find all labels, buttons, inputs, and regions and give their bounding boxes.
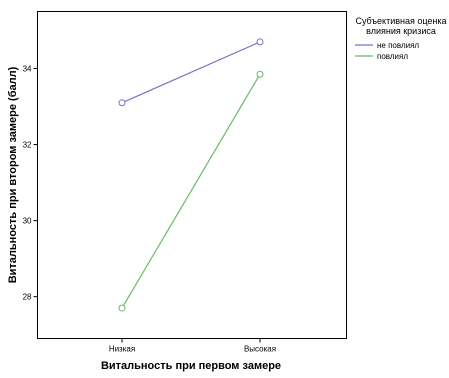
y-tick-label-34: 34 [23,65,32,74]
x-axis-label: Витальность при первом замере [101,360,281,372]
marks-layer [118,38,264,312]
series-0-point-1 [256,38,264,46]
y-tick-label-30: 30 [23,217,32,226]
y-tick-label-32: 32 [23,141,32,150]
legend-title-line-1: Субъективная оценка [355,16,446,26]
legend: Субъективная оценка влияния кризиса не п… [355,16,447,61]
legend-title-line-2: влияния кризиса [366,26,436,36]
legend-label-povliyal: повлиял [377,52,408,61]
series-0-point-0 [118,99,126,107]
ticks-layer: 28 30 32 34 Низкая Высокая [23,65,276,354]
x-tick-label-0: Низкая [109,345,135,354]
series-1-point-0 [118,304,126,312]
y-tick-label-28: 28 [23,293,32,302]
series-1-point-1 [256,70,264,78]
x-tick-label-1: Высокая [244,345,276,354]
plot-area-frame [37,11,347,339]
legend-label-ne-povliyal: не повлиял [377,41,419,50]
series-line-0 [121,41,261,104]
series-line-1 [121,73,261,309]
y-axis-label: Витальность при втором замере (балл) [7,66,19,283]
